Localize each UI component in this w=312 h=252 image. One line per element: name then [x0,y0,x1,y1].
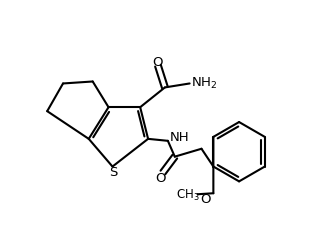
Text: CH$_3$: CH$_3$ [176,187,199,202]
Text: NH: NH [170,131,189,144]
Text: O: O [153,56,163,69]
Text: O: O [200,192,211,205]
Text: O: O [156,171,166,184]
Text: NH$_2$: NH$_2$ [191,76,217,91]
Text: S: S [109,165,118,178]
